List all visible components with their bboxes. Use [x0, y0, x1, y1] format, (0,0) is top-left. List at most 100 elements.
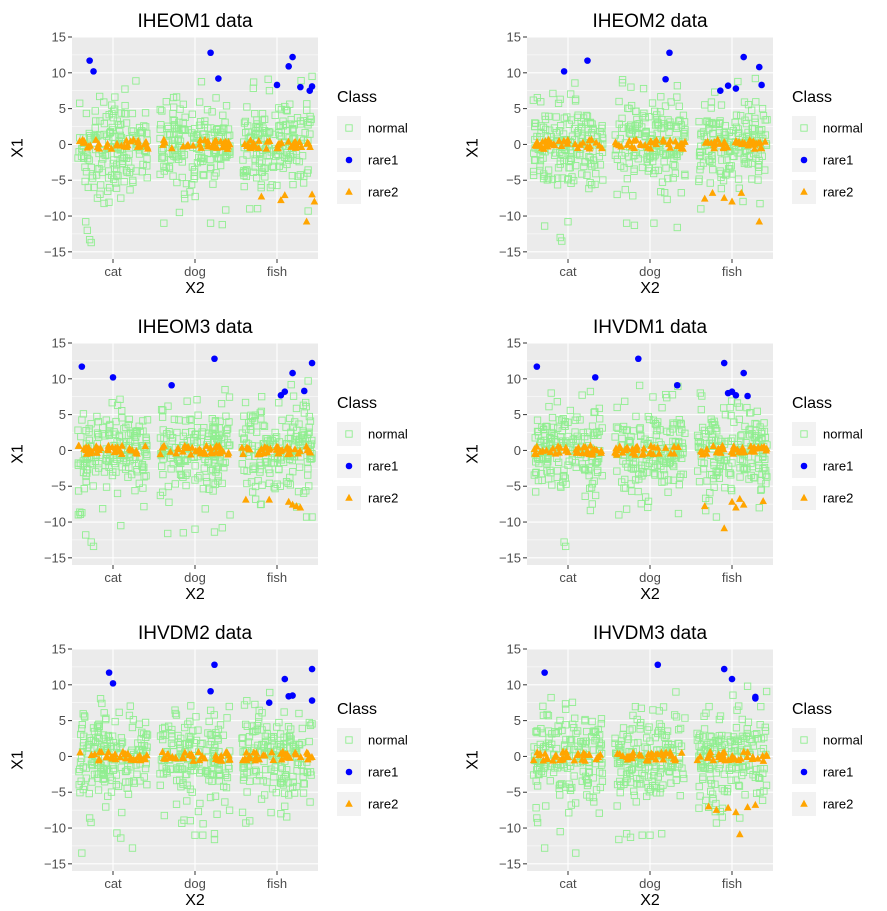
point-rare2: [160, 138, 169, 146]
series-rare1: [78, 355, 316, 399]
point-normal: [550, 151, 559, 159]
point-rare2: [127, 755, 135, 763]
point-normal: [111, 105, 119, 113]
point-normal: [113, 117, 121, 125]
point-normal: [531, 156, 539, 164]
point-normal: [240, 466, 248, 474]
point-normal: [257, 184, 265, 192]
point-normal: [101, 432, 109, 440]
point-normal: [100, 119, 108, 128]
point-rare2: [558, 755, 567, 763]
point-normal: [580, 162, 588, 171]
point-normal: [74, 426, 82, 434]
point-rare2: [291, 138, 300, 146]
point-normal: [541, 115, 550, 124]
point-rare2: [652, 755, 660, 763]
point-normal: [164, 402, 172, 410]
point-rare2: [210, 141, 219, 149]
point-normal: [731, 737, 739, 745]
point-normal: [265, 479, 274, 487]
point-normal: [118, 407, 126, 415]
point-normal: [637, 704, 645, 712]
point-rare2: [207, 448, 215, 456]
point-rare2: [297, 142, 306, 150]
point-normal: [530, 743, 538, 751]
point-normal: [105, 198, 113, 206]
point-normal: [553, 181, 562, 189]
point-rare2: [611, 138, 620, 146]
point-normal: [93, 412, 101, 421]
legend-label-normal: normal: [368, 733, 408, 748]
point-normal: [186, 188, 194, 196]
point-normal: [704, 742, 712, 751]
x-tick-label: cat: [559, 570, 577, 585]
point-rare1: [265, 699, 273, 707]
legend-label-rare1: rare1: [823, 765, 853, 780]
point-rare2: [555, 136, 563, 144]
point-normal: [76, 99, 84, 107]
point-normal: [634, 130, 642, 138]
point-normal: [181, 740, 189, 748]
point-normal: [219, 111, 227, 119]
point-normal: [708, 119, 716, 128]
point-normal: [205, 485, 213, 493]
point-rare2: [732, 808, 740, 816]
point-normal: [266, 688, 274, 697]
point-normal: [287, 115, 295, 124]
point-normal: [190, 745, 198, 753]
point-normal: [239, 734, 247, 742]
point-normal: [271, 763, 279, 771]
point-normal: [560, 763, 569, 771]
point-normal: [216, 721, 225, 729]
point-rare2: [302, 442, 311, 450]
point-rare1: [168, 381, 175, 389]
point-normal: [699, 773, 707, 781]
point-normal: [557, 780, 566, 788]
point-normal: [85, 734, 94, 742]
point-rare2: [273, 144, 282, 152]
point-normal: [556, 433, 565, 441]
point-normal: [663, 427, 671, 435]
point-normal: [676, 724, 685, 733]
point-normal: [131, 427, 140, 435]
y-tick-label: 5: [514, 101, 521, 116]
point-rare2: [219, 447, 227, 455]
point-rare1: [635, 355, 642, 363]
point-normal: [239, 435, 248, 443]
point-normal: [717, 169, 725, 178]
point-normal: [138, 460, 147, 469]
point-rare1: [758, 81, 765, 89]
point-normal: [675, 117, 683, 125]
point-normal: [258, 116, 267, 124]
point-rare2: [180, 441, 189, 449]
point-normal: [284, 723, 293, 731]
point-normal: [727, 397, 736, 405]
point-normal: [247, 418, 255, 426]
point-normal: [251, 495, 260, 503]
point-rare2: [623, 140, 632, 148]
point-normal: [143, 129, 151, 138]
point-normal: [110, 428, 118, 436]
point-rare2: [546, 448, 555, 456]
point-normal: [168, 150, 177, 159]
point-normal: [635, 381, 644, 390]
point-normal: [246, 205, 254, 213]
point-rare2: [646, 138, 654, 146]
point-normal: [81, 163, 89, 171]
point-rare2: [256, 450, 264, 458]
point-normal: [305, 737, 313, 746]
point-normal: [581, 717, 589, 725]
point-normal: [639, 84, 648, 93]
point-rare2: [635, 750, 644, 758]
point-normal: [243, 788, 251, 796]
point-rare2: [82, 445, 90, 453]
point-rare2: [749, 752, 757, 760]
y-tick-label: 5: [514, 713, 521, 728]
point-normal: [95, 459, 103, 468]
point-normal: [657, 93, 665, 101]
point-rare2: [759, 497, 767, 505]
point-normal: [745, 431, 754, 439]
point-rare2: [751, 444, 759, 452]
